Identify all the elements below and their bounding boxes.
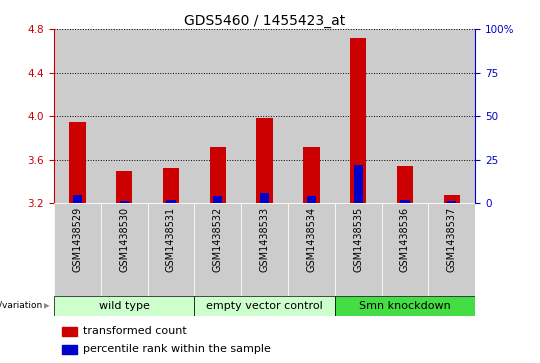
Bar bbox=[260, 193, 269, 203]
Bar bbox=[307, 196, 316, 203]
Bar bbox=[447, 201, 456, 203]
Bar bbox=[241, 203, 288, 296]
Text: GSM1438534: GSM1438534 bbox=[306, 207, 316, 272]
Bar bbox=[73, 195, 82, 203]
Bar bbox=[335, 203, 382, 296]
Text: GSM1438530: GSM1438530 bbox=[119, 207, 129, 272]
Bar bbox=[194, 29, 241, 203]
Bar bbox=[194, 203, 241, 296]
Bar bbox=[147, 29, 194, 203]
Text: Smn knockdown: Smn knockdown bbox=[359, 301, 451, 311]
Bar bbox=[101, 203, 147, 296]
Bar bbox=[400, 200, 410, 203]
Bar bbox=[210, 147, 226, 203]
Bar bbox=[63, 327, 77, 336]
Bar bbox=[444, 195, 460, 203]
Bar bbox=[354, 165, 363, 203]
Bar bbox=[335, 296, 475, 316]
Text: empty vector control: empty vector control bbox=[206, 301, 323, 311]
Bar bbox=[350, 38, 366, 203]
Text: GSM1438532: GSM1438532 bbox=[213, 207, 223, 272]
Text: wild type: wild type bbox=[99, 301, 150, 311]
Bar bbox=[382, 203, 428, 296]
Bar bbox=[288, 203, 335, 296]
Bar bbox=[166, 200, 176, 203]
Bar bbox=[335, 29, 382, 203]
Bar bbox=[116, 171, 132, 203]
Bar bbox=[288, 29, 335, 203]
Bar bbox=[241, 29, 288, 203]
Bar bbox=[147, 203, 194, 296]
Bar bbox=[397, 166, 413, 203]
Bar bbox=[428, 29, 475, 203]
Bar bbox=[69, 122, 85, 203]
Title: GDS5460 / 1455423_at: GDS5460 / 1455423_at bbox=[184, 14, 345, 28]
Bar bbox=[54, 203, 101, 296]
Text: percentile rank within the sample: percentile rank within the sample bbox=[84, 344, 272, 354]
Bar bbox=[256, 118, 273, 203]
Text: GSM1438529: GSM1438529 bbox=[72, 207, 83, 272]
Text: GSM1438531: GSM1438531 bbox=[166, 207, 176, 272]
Bar bbox=[194, 296, 335, 316]
Text: GSM1438537: GSM1438537 bbox=[447, 207, 457, 272]
Text: GSM1438536: GSM1438536 bbox=[400, 207, 410, 272]
Text: transformed count: transformed count bbox=[84, 326, 187, 337]
Bar bbox=[54, 29, 101, 203]
Bar bbox=[54, 296, 194, 316]
Text: GSM1438535: GSM1438535 bbox=[353, 207, 363, 272]
Bar bbox=[163, 168, 179, 203]
Bar bbox=[428, 203, 475, 296]
Text: genotype/variation: genotype/variation bbox=[0, 301, 43, 310]
Bar bbox=[303, 147, 320, 203]
Bar bbox=[213, 196, 222, 203]
Bar bbox=[382, 29, 428, 203]
Bar bbox=[101, 29, 147, 203]
Text: GSM1438533: GSM1438533 bbox=[260, 207, 269, 272]
Bar bbox=[119, 201, 129, 203]
Bar bbox=[63, 345, 77, 354]
